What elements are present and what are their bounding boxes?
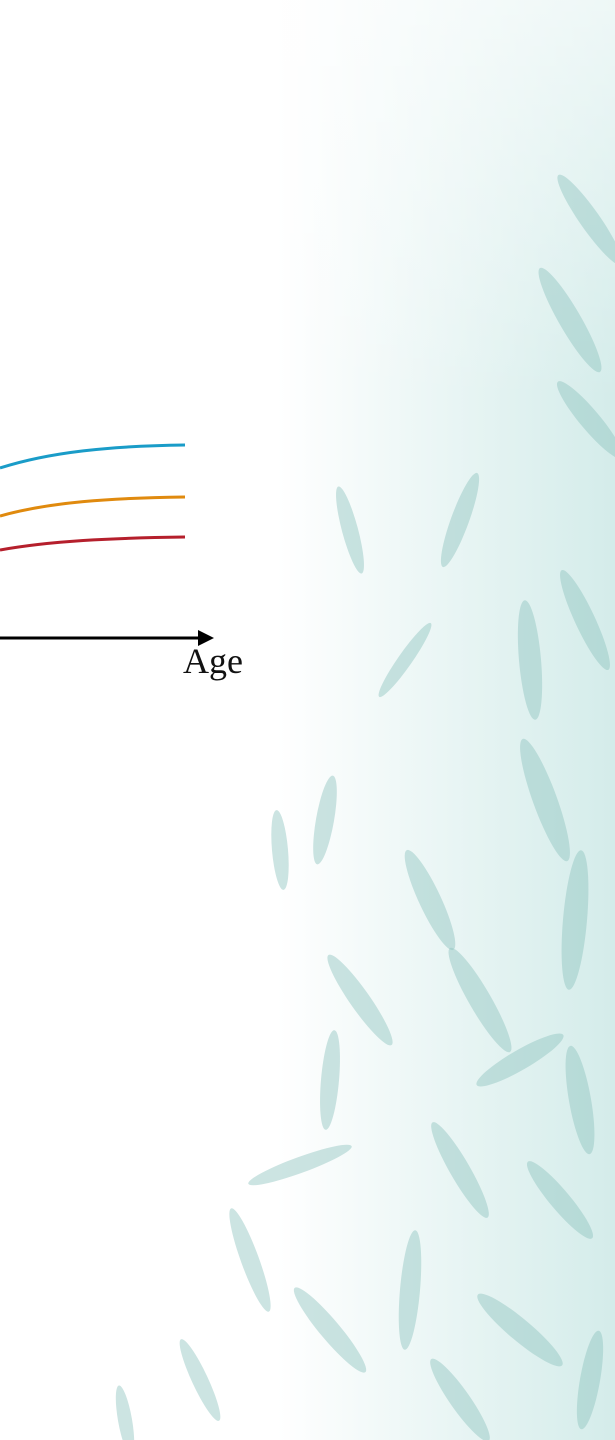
fish-pattern (115, 174, 615, 1440)
x-axis-label: Age (183, 641, 243, 681)
axis-arrowhead (198, 630, 214, 646)
x-axis: Age (0, 630, 243, 681)
background-fade (0, 0, 615, 400)
curves (0, 443, 186, 552)
curve-orange (0, 495, 186, 518)
curve-blue (0, 443, 186, 470)
curve-red (0, 535, 186, 552)
